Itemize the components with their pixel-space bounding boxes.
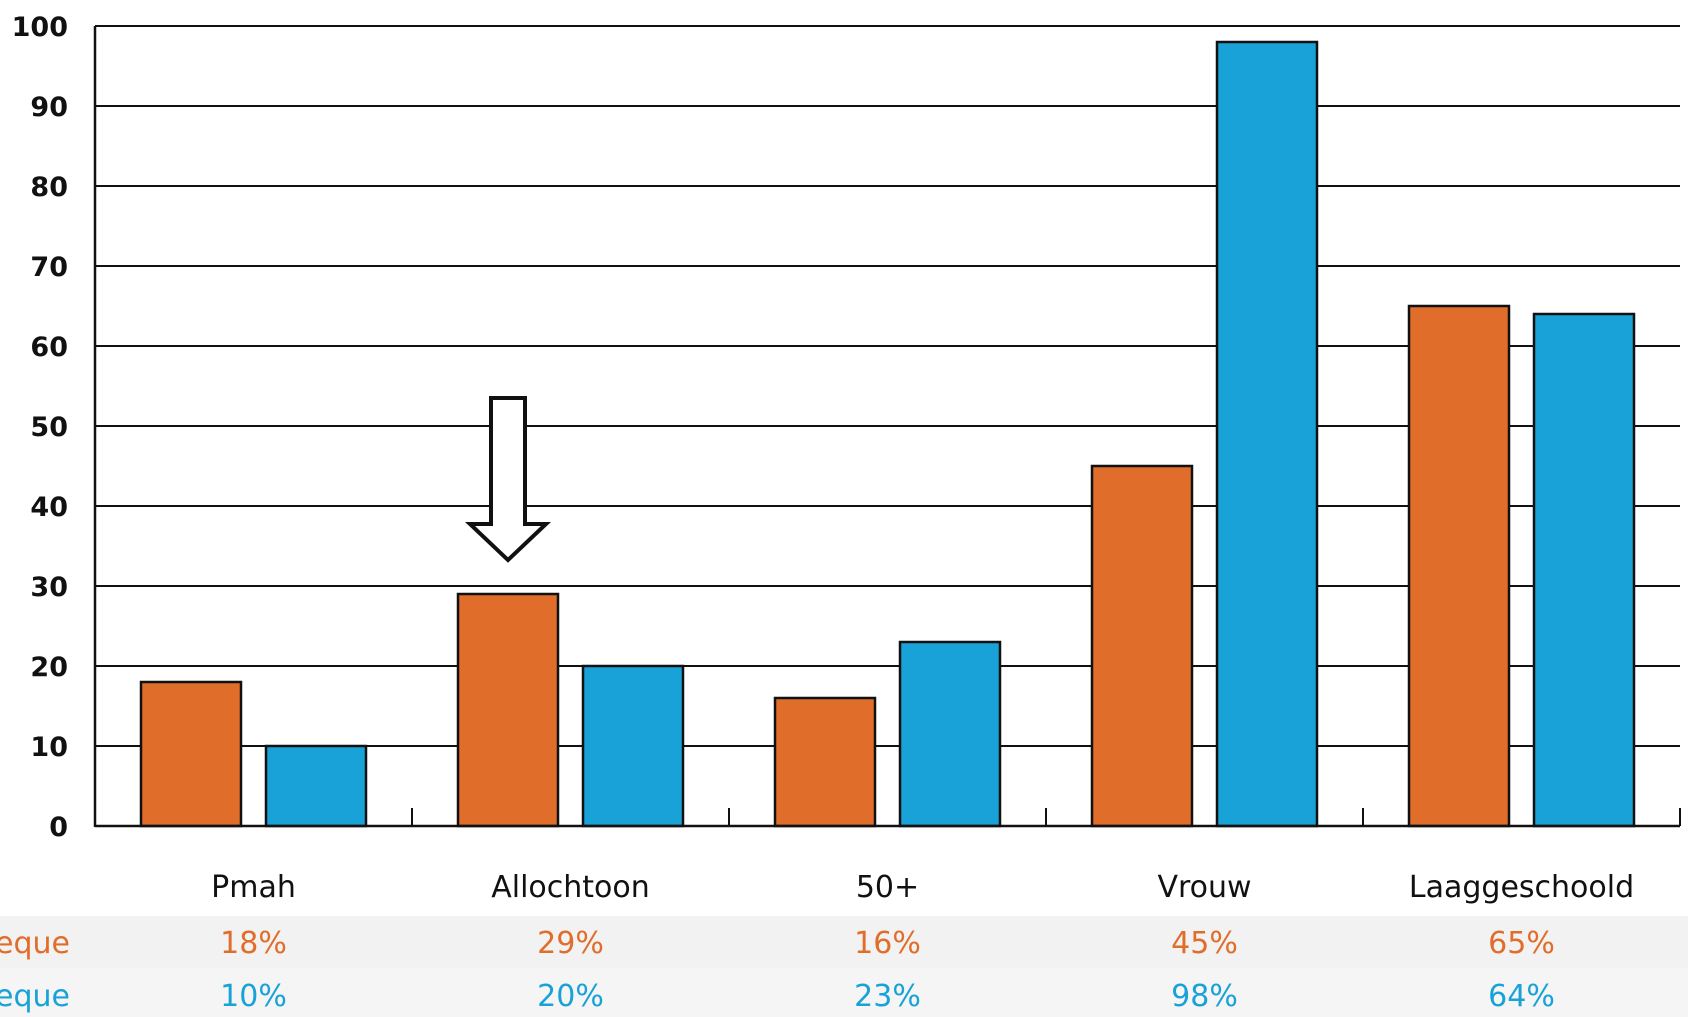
category-label: Laaggeschoold: [1409, 870, 1634, 905]
y-tick-label: 100: [12, 12, 68, 43]
y-tick-label: 20: [30, 652, 68, 683]
y-tick-label: 40: [30, 492, 68, 523]
category-label: 50+: [856, 870, 919, 905]
bar: [898, 640, 1002, 828]
value-label: 64%: [1488, 979, 1555, 1014]
axes: [93, 26, 1681, 828]
table-row-background: [0, 916, 1688, 968]
bar: [456, 592, 560, 828]
value-label: 45%: [1171, 926, 1238, 961]
series-name: eque: [0, 926, 70, 961]
value-label: 18%: [220, 926, 287, 961]
y-tick-labels: 0 10 20 30 40 50 60 70 80 90 100: [12, 12, 68, 843]
bar: [1532, 312, 1636, 828]
y-tick-label: 80: [30, 172, 68, 203]
series-name: eque: [0, 979, 70, 1014]
bar: [1215, 40, 1319, 828]
y-tick-label: 50: [30, 412, 68, 443]
bar: [581, 664, 685, 828]
bar: [139, 680, 243, 828]
category-labels: Pmah Allochtoon 50+ Vrouw Laaggeschoold: [211, 870, 1634, 905]
data-table: eque 18% 29% 16% 45% 65% eque 10% 20% 23% 98% 64%: [0, 926, 1555, 1014]
bar: [1090, 464, 1194, 828]
y-tick-label: 90: [30, 92, 68, 123]
y-tick-label: 60: [30, 332, 68, 363]
bar: [773, 696, 877, 828]
value-label: 23%: [854, 979, 921, 1014]
category-label: Vrouw: [1157, 870, 1251, 905]
value-label: 20%: [537, 979, 604, 1014]
value-label: 16%: [854, 926, 921, 961]
y-tick-label: 10: [30, 732, 68, 763]
y-tick-label: 30: [30, 572, 68, 603]
value-label: 10%: [220, 979, 287, 1014]
y-tick-label: 70: [30, 252, 68, 283]
bar: [1407, 304, 1511, 828]
annotation-arrow: [464, 396, 552, 563]
value-label: 65%: [1488, 926, 1555, 961]
data-table-background: [0, 916, 1688, 1017]
value-label: 98%: [1171, 979, 1238, 1014]
bars: [139, 40, 1636, 828]
table-row-background: [0, 968, 1688, 1017]
arrow-down-icon: [464, 396, 552, 563]
value-label: 29%: [537, 926, 604, 961]
category-label: Pmah: [211, 870, 296, 905]
bar: [264, 744, 368, 828]
y-tick-label: 0: [49, 812, 68, 843]
category-label: Allochtoon: [491, 870, 650, 905]
